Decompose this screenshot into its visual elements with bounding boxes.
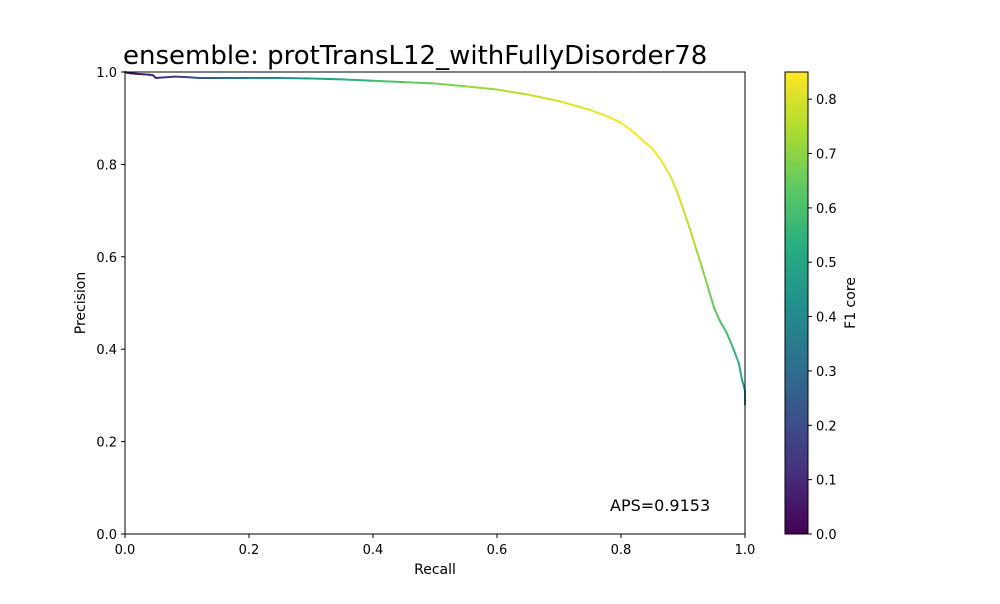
curve-segment: [671, 176, 677, 191]
curve-segment: [311, 78, 342, 79]
y-tick-label: 0.6: [96, 251, 117, 266]
x-tick-label: 0.4: [363, 543, 384, 558]
curve-segment: [695, 247, 701, 266]
curve-segment: [726, 332, 732, 347]
curve-segment: [342, 79, 373, 80]
y-axis-label: Precision: [73, 272, 89, 334]
curve-segment: [609, 117, 621, 123]
curve-segment: [652, 148, 658, 156]
colorbar-tick-label: 0.7: [816, 148, 837, 163]
colorbar-tick-label: 0.6: [816, 202, 837, 217]
colorbar: [785, 72, 808, 534]
curve-segment: [528, 95, 559, 101]
curve-segment: [373, 81, 404, 82]
curve-segment: [435, 84, 466, 87]
curve-segment: [702, 266, 708, 287]
pr-curve: [125, 72, 745, 405]
curve-segment: [720, 321, 726, 332]
curve-segment: [646, 143, 652, 148]
colorbar-label: F1 core: [843, 277, 859, 329]
colorbar-tick-label: 0.0: [816, 528, 837, 543]
curve-segment: [162, 77, 174, 78]
colorbar-tick-label: 0.1: [816, 474, 837, 489]
curve-segment: [708, 287, 714, 308]
y-tick-label: 0.2: [96, 436, 117, 451]
curve-segment: [590, 110, 609, 117]
plot-frame: [125, 72, 745, 534]
x-axis-ticks: 0.0 0.2 0.4 0.6 0.8 1.0: [115, 534, 756, 558]
y-tick-label: 0.0: [96, 528, 117, 543]
y-axis-ticks: 0.0 0.2 0.4 0.6 0.8 1.0: [96, 66, 125, 543]
chart-title: ensemble: protTransL12_withFullyDisorder…: [123, 41, 707, 71]
curve-segment: [664, 166, 670, 177]
curve-segment: [739, 363, 742, 379]
colorbar-tick-label: 0.2: [816, 419, 837, 434]
curve-segment: [633, 132, 645, 143]
curve-segment: [187, 77, 199, 78]
curve-segment: [714, 308, 720, 322]
y-tick-label: 0.8: [96, 158, 117, 173]
x-tick-label: 0.6: [487, 543, 508, 558]
x-tick-label: 1.0: [735, 543, 756, 558]
colorbar-tick-label: 0.4: [816, 311, 837, 326]
curve-segment: [404, 82, 435, 83]
curve-segment: [466, 86, 497, 89]
colorbar-ticks: 0.0 0.1 0.2 0.3 0.4 0.5 0.6 0.7 0.8: [808, 93, 837, 543]
curve-segment: [689, 227, 695, 247]
curve-segment: [733, 347, 739, 363]
curve-segment: [677, 191, 683, 208]
colorbar-tick-label: 0.5: [816, 256, 837, 271]
y-tick-label: 1.0: [96, 66, 117, 81]
x-tick-label: 0.0: [115, 543, 136, 558]
curve-segment: [621, 123, 633, 132]
x-tick-label: 0.2: [239, 543, 260, 558]
aps-annotation: APS=0.9153: [610, 496, 710, 515]
curve-segment: [658, 156, 664, 166]
colorbar-tick-label: 0.8: [816, 93, 837, 108]
y-tick-label: 0.4: [96, 343, 117, 358]
colorbar-tick-label: 0.3: [816, 365, 837, 380]
curve-segment: [497, 90, 528, 95]
x-axis-label: Recall: [414, 562, 456, 578]
x-tick-label: 0.8: [611, 543, 632, 558]
curve-segment: [559, 101, 590, 110]
curve-segment: [683, 208, 689, 226]
